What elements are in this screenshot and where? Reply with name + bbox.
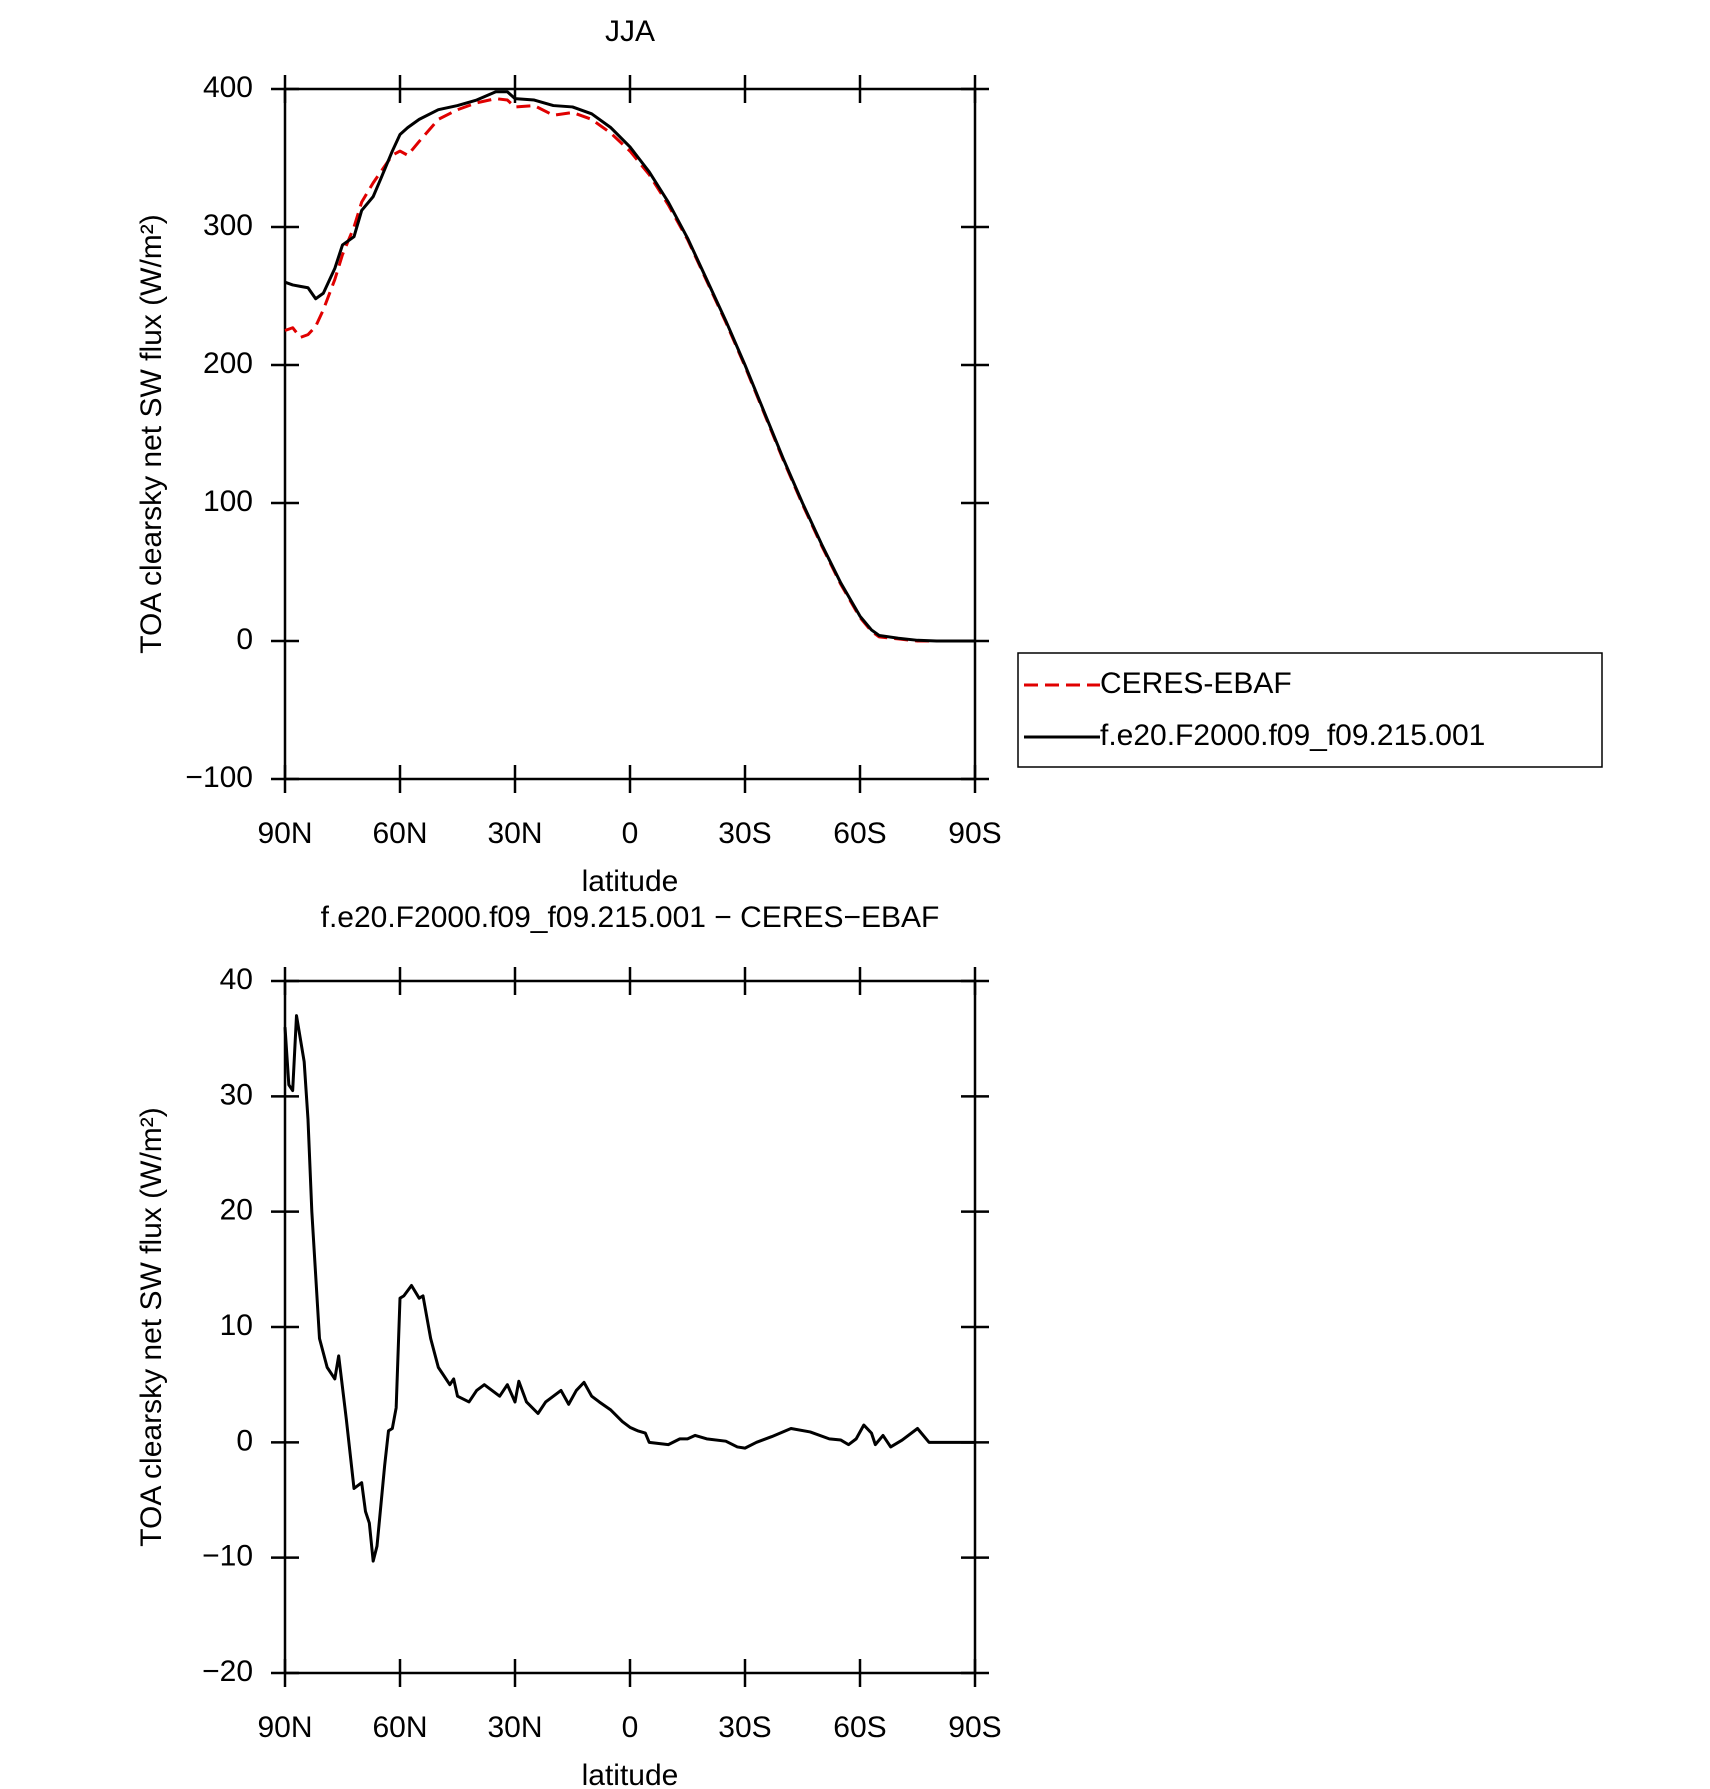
data-line: [284, 97, 975, 643]
y-tick-label: 30: [220, 1078, 253, 1111]
x-tick-label: 60S: [833, 817, 886, 850]
x-tick-label: 30S: [718, 1711, 771, 1744]
chart-title: f.e20.F2000.f09_f09.215.001 − CERES−EBAF: [321, 901, 940, 934]
x-axis-label: latitude: [582, 865, 679, 898]
y-tick-label: 300: [203, 209, 253, 242]
x-tick-label: 30S: [718, 817, 771, 850]
x-tick-label: 0: [622, 1711, 639, 1744]
x-tick-label: 60N: [372, 817, 427, 850]
x-tick-label: 30N: [487, 817, 542, 850]
y-tick-label: 40: [220, 963, 253, 996]
y-tick-label: 200: [203, 347, 253, 380]
x-tick-label: 90S: [948, 817, 1001, 850]
legend-label: f.e20.F2000.f09_f09.215.001: [1100, 719, 1485, 752]
x-tick-label: 90N: [257, 1711, 312, 1744]
x-tick-label: 0: [622, 817, 639, 850]
y-tick-label: 0: [236, 623, 253, 656]
data-line: [283, 1014, 975, 1563]
x-tick-label: 90N: [257, 817, 312, 850]
y-tick-label: −20: [202, 1655, 253, 1688]
x-axis-label: latitude: [582, 1759, 679, 1789]
legend-box: [1017, 652, 1603, 768]
y-axis-label: TOA clearsky net SW flux (W/m²): [135, 214, 168, 654]
y-tick-label: 100: [203, 485, 253, 518]
data-line: [284, 90, 975, 643]
plot-frame: [283, 979, 977, 1675]
x-tick-label: 90S: [948, 1711, 1001, 1744]
chart-title: JJA: [605, 15, 655, 48]
legend-label: CERES-EBAF: [1100, 667, 1292, 700]
y-axis-label: TOA clearsky net SW flux (W/m²): [135, 1107, 168, 1547]
y-tick-label: −10: [202, 1540, 253, 1573]
y-tick-label: 20: [220, 1194, 253, 1227]
y-tick-label: −100: [185, 761, 253, 794]
y-tick-label: 0: [236, 1424, 253, 1457]
x-tick-label: 60S: [833, 1711, 886, 1744]
x-tick-label: 60N: [372, 1711, 427, 1744]
y-tick-label: 10: [220, 1309, 253, 1342]
plot-frame: [283, 87, 977, 781]
y-tick-label: 400: [203, 71, 253, 104]
x-tick-label: 30N: [487, 1711, 542, 1744]
